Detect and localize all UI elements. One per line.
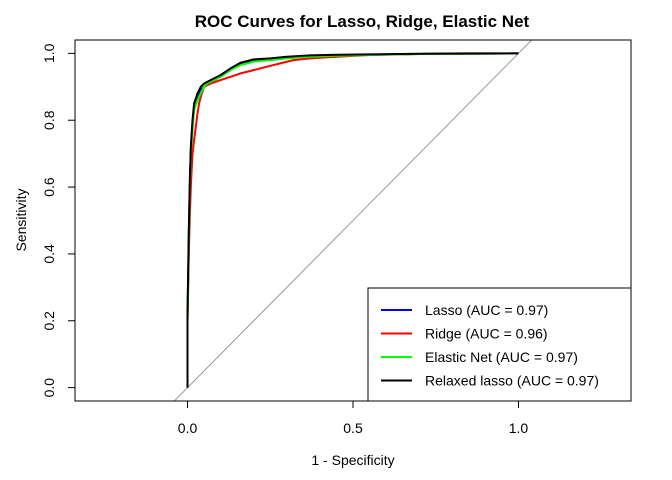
y-tick-label-3: 0.6 <box>41 177 57 197</box>
y-axis-label: Sensitivity <box>13 188 29 251</box>
legend-label-3: Relaxed lasso (AUC = 0.97) <box>425 373 599 389</box>
x-axis-label: 1 - Specificity <box>311 452 394 468</box>
legend-label-1: Ridge (AUC = 0.96) <box>425 326 548 342</box>
reference-line <box>173 40 533 401</box>
x-tick-label-2: 1.0 <box>509 420 529 436</box>
plot-content <box>173 40 533 401</box>
series-group <box>173 40 533 401</box>
axes: 0.0 0.5 1.0 0.0 0.2 0.4 0.6 0.8 1.0 <box>41 43 528 436</box>
x-tick-label-0: 0.0 <box>178 420 198 436</box>
y-tick-label-1: 0.2 <box>41 311 57 331</box>
y-tick-label-0: 0.0 <box>41 378 57 398</box>
legend-label-2: Elastic Net (AUC = 0.97) <box>425 349 578 365</box>
y-tick-label-5: 1.0 <box>41 43 57 63</box>
x-tick-label-1: 0.5 <box>343 420 363 436</box>
chart-title: ROC Curves for Lasso, Ridge, Elastic Net <box>195 12 530 31</box>
legend-box <box>367 287 632 402</box>
legend: Lasso (AUC = 0.97) Ridge (AUC = 0.96) Elas… <box>367 287 632 402</box>
series-line-3 <box>186 52 519 388</box>
y-tick-label-2: 0.4 <box>41 244 57 264</box>
y-tick-label-4: 0.8 <box>41 110 57 130</box>
legend-label-0: Lasso (AUC = 0.97) <box>425 302 548 318</box>
